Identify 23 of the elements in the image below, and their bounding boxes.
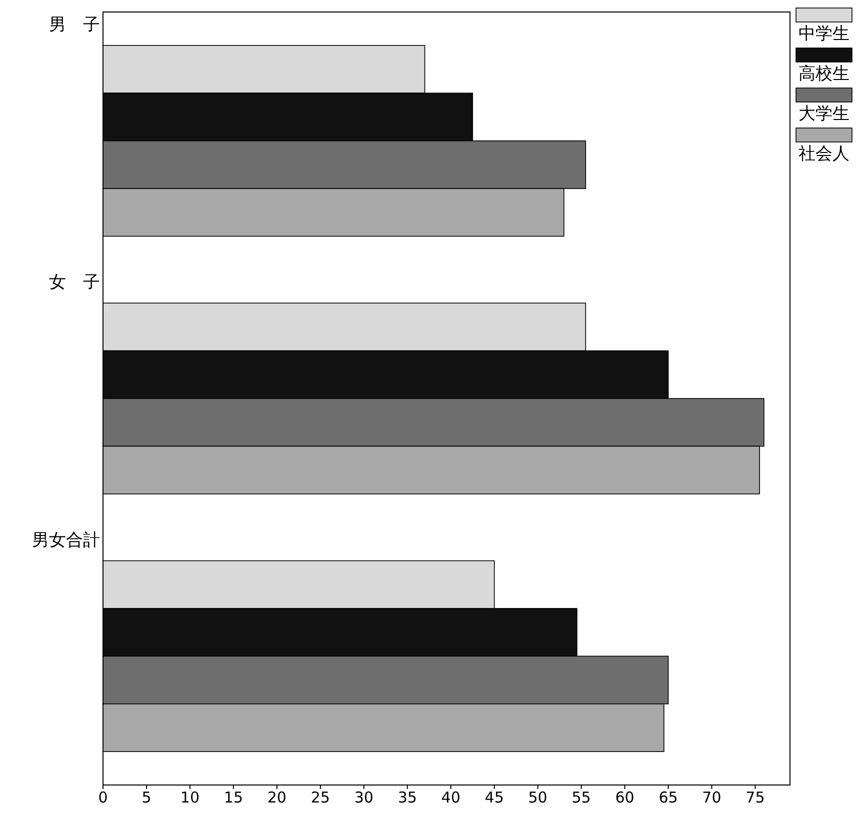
x-tick-label: 45 <box>484 788 504 807</box>
legend-label: 中学生 <box>798 24 850 44</box>
x-tick-label: 50 <box>528 788 548 807</box>
legend-label: 高校生 <box>798 64 850 84</box>
x-tick-label: 5 <box>142 788 152 807</box>
x-tick-label: 20 <box>267 788 286 807</box>
y-tick-label: 男女合計 <box>32 530 100 550</box>
x-tick-label: 75 <box>746 788 765 807</box>
x-tick-label: 0 <box>98 788 108 807</box>
y-tick-label: 男 子 <box>49 15 100 35</box>
x-tick-label: 60 <box>615 788 634 807</box>
x-tick-label: 10 <box>180 788 200 807</box>
x-tick-label: 70 <box>702 788 722 807</box>
legend-label: 社会人 <box>798 144 850 164</box>
y-tick-label: 女 子 <box>49 272 100 293</box>
x-tick-label: 65 <box>658 788 678 807</box>
x-tick-label: 35 <box>398 788 417 807</box>
x-tick-label: 30 <box>354 788 374 807</box>
x-tick-label: 55 <box>572 788 591 807</box>
x-tick-label: 40 <box>441 788 460 807</box>
legend-label: 大学生 <box>798 104 850 124</box>
x-tick-label: 15 <box>224 788 243 807</box>
x-tick-label: 25 <box>310 788 330 807</box>
